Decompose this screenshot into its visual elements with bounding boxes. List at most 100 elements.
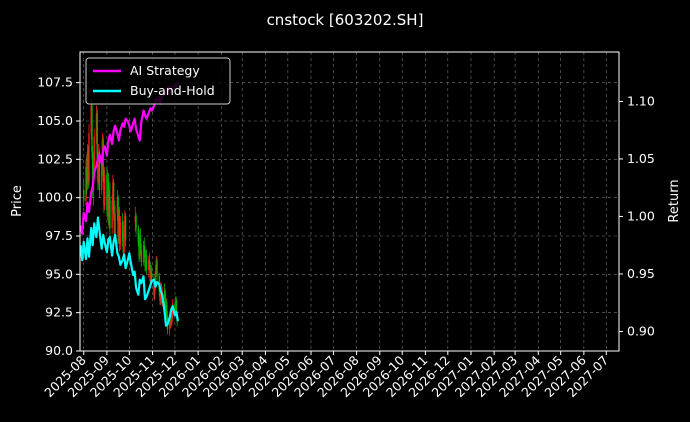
candle-body <box>124 216 126 232</box>
candlestick <box>109 182 111 236</box>
candle-body <box>86 167 88 186</box>
candlestick <box>122 220 125 259</box>
candlestick <box>118 206 121 252</box>
candle-body <box>95 113 98 137</box>
candle-body <box>154 285 156 295</box>
candle-body <box>144 254 146 267</box>
candlestick <box>143 237 145 258</box>
y2-axis-label: Return <box>667 179 682 222</box>
candle-body <box>90 105 92 134</box>
candle-body <box>163 291 166 293</box>
candle-body <box>118 216 120 236</box>
y2-tick-label: 1.00 <box>627 208 655 223</box>
candlestick <box>145 249 148 275</box>
candlestick <box>112 174 114 210</box>
candlestick <box>123 225 125 256</box>
candlestick <box>86 154 88 195</box>
y-tick-label: 92.5 <box>45 305 73 320</box>
candlestick <box>90 98 92 140</box>
plot-frame <box>79 51 620 352</box>
candlestick <box>153 274 155 299</box>
candle-body <box>175 300 178 315</box>
y2-tick-label: 0.95 <box>627 266 655 281</box>
legend: AI Strategy Buy-and-Hold <box>85 57 231 105</box>
candle-body <box>148 260 150 270</box>
candlestick <box>107 173 110 226</box>
candle-body <box>170 312 172 322</box>
y-tick-label: 102.5 <box>37 151 73 166</box>
candle-body <box>171 315 173 322</box>
candle-body <box>142 245 145 263</box>
candlestick <box>156 257 158 281</box>
candle-body <box>154 271 157 286</box>
candle-body <box>93 136 95 175</box>
candlestick <box>139 231 141 259</box>
candlestick <box>124 213 127 247</box>
candle-body <box>138 242 140 256</box>
candle-body <box>97 159 99 183</box>
candle-body <box>108 197 110 217</box>
candle-body <box>112 182 115 213</box>
candle-body <box>106 174 108 210</box>
candle-body <box>88 133 90 183</box>
candlestick <box>148 255 150 278</box>
candle-body <box>91 105 93 152</box>
candlestick <box>118 209 120 244</box>
candle-body <box>166 301 168 316</box>
candlestick <box>85 159 87 206</box>
candlestick <box>86 144 89 190</box>
candle-body <box>165 301 167 307</box>
candlestick <box>108 190 110 229</box>
y2-tick-label: 1.10 <box>627 93 655 108</box>
candle-body <box>174 303 176 313</box>
candlestick <box>116 190 119 221</box>
candle-body <box>139 237 142 250</box>
candlestick <box>106 170 109 221</box>
candlestick <box>124 209 126 238</box>
legend-label-buy-and-hold: Buy-and-Hold <box>130 83 215 98</box>
candle-body <box>92 151 94 192</box>
candlestick <box>88 124 90 186</box>
candle-body <box>135 216 137 229</box>
candlestick <box>96 108 98 167</box>
candlestick <box>87 145 89 189</box>
y-tick-label: 105.0 <box>37 113 73 128</box>
legend-box <box>85 57 231 105</box>
y-axis-right-ticks: 0.90 0.95 1.00 1.05 1.10 <box>619 93 655 338</box>
candle-body <box>83 190 85 201</box>
candle-body <box>155 260 157 272</box>
candle-body <box>145 254 147 267</box>
candlestick <box>142 240 145 266</box>
candle-body <box>98 151 101 190</box>
candle-body <box>117 197 119 236</box>
candle-body <box>111 200 113 229</box>
candlestick <box>137 225 140 247</box>
y-tick-label: 90.0 <box>45 343 73 358</box>
candle-body <box>156 260 158 276</box>
candlestick <box>103 167 106 210</box>
candle-body <box>109 197 111 229</box>
candle-body <box>123 231 125 253</box>
candle-body <box>85 167 87 201</box>
candlestick <box>144 246 146 272</box>
candle-body <box>151 272 153 278</box>
y-tick-label: 100.0 <box>37 190 73 205</box>
series-line-buy-and-hold <box>79 216 179 327</box>
candlestick <box>138 234 140 263</box>
candlestick <box>97 144 100 186</box>
candle-body <box>96 113 98 160</box>
y-tick-label: 97.5 <box>45 228 73 243</box>
candlestick <box>145 249 147 272</box>
y-axis-label: Price <box>10 185 25 217</box>
candle-body <box>137 228 140 243</box>
candlestick <box>171 311 173 325</box>
y-tick-label: 95.0 <box>45 266 73 281</box>
candle-body <box>153 277 155 295</box>
candlestick <box>169 318 171 336</box>
candlestick <box>121 213 124 247</box>
candle-body <box>164 292 166 307</box>
candle-body <box>149 265 151 282</box>
candlestick <box>165 297 167 316</box>
candlestick <box>164 289 166 312</box>
